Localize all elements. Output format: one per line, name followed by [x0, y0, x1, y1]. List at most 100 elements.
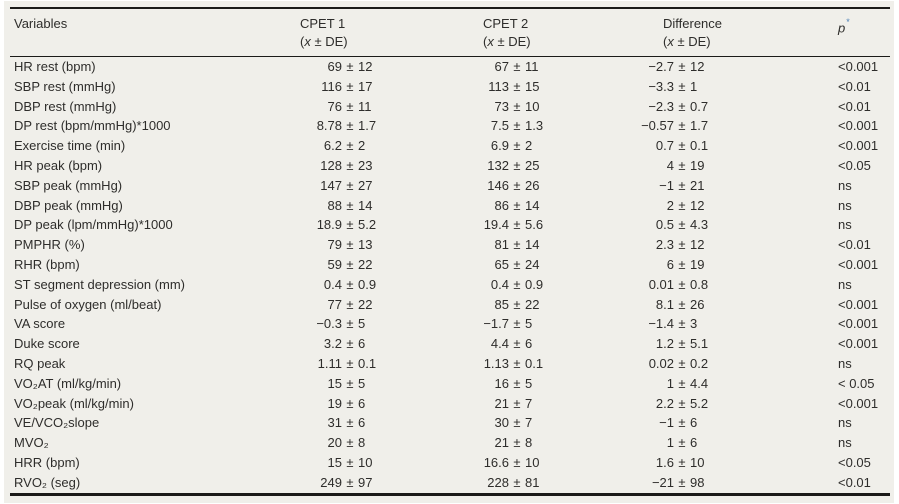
plus-minus-sign: ±: [346, 138, 354, 154]
mean-value: 6.9: [490, 138, 509, 154]
cpet1-value-cell: 15 ±5: [300, 374, 483, 394]
value-pair: 2 ±12: [639, 196, 838, 216]
table-row: RQ peak 1.11 ±0.1 1.13 ±0.1 0.02 ±0.2 ns: [10, 354, 890, 374]
p-value-cell: <0.001: [838, 118, 879, 134]
mean-value: 146: [487, 177, 509, 193]
sd-value: 23: [358, 157, 373, 173]
variable-cell: VO₂AT (ml/kg/min): [14, 375, 122, 391]
plus-minus-sign: ±: [678, 276, 686, 292]
mean-value: 16.6: [483, 454, 509, 470]
value-pair: 0.7 ±0.1: [639, 136, 838, 156]
value-pair: 0.01 ±0.8: [639, 275, 838, 295]
cpet2-value-cell: 146 ±26: [483, 176, 639, 196]
sd-value: 24: [525, 256, 540, 272]
sd-value: 19: [690, 256, 705, 272]
value-pair: 1.2 ±5.1: [639, 334, 838, 354]
mean-value: 88: [327, 197, 342, 213]
plus-minus-sign: ±: [678, 355, 686, 371]
mean-value: 0.7: [655, 138, 674, 154]
value-pair: 30 ±7: [483, 413, 639, 433]
sd-value: 12: [690, 237, 705, 253]
variable-cell: PMPHR (%): [14, 237, 85, 253]
p-value-cell: <0.001: [838, 296, 879, 312]
plus-minus-sign: ±: [678, 177, 686, 193]
difference-value-cell: 1.6 ±10: [639, 453, 838, 473]
plus-minus-sign: ±: [678, 98, 686, 114]
mean-value: 30: [494, 415, 509, 431]
cpet1-value-cell: 88 ±14: [300, 196, 483, 216]
plus-minus-sign: ±: [513, 375, 521, 391]
mean-value: 21: [494, 395, 509, 411]
mean-value: 85: [494, 296, 509, 312]
header-cpet2-label: CPET 2: [483, 16, 529, 31]
mean-value: 2: [666, 197, 674, 213]
difference-value-cell: 4 ±19: [639, 156, 838, 176]
sd-value: 5.2: [690, 395, 709, 411]
sd-value: 13: [358, 237, 373, 253]
mean-value: 0.5: [655, 217, 674, 233]
table-row: DP peak (lpm/mmHg)*1000 18.9 ±5.2 19.4 ±5.6 0…: [10, 215, 890, 235]
plus-minus-sign: ±: [346, 296, 354, 312]
table-body: HR rest (bpm) 69 ±12 67 ±11 −2.7 ±12 <0.001 SBP …: [10, 57, 890, 495]
variable-cell: VA score: [14, 316, 66, 332]
plus-minus-sign: ±: [513, 118, 521, 134]
sd-value: 1: [690, 78, 698, 94]
mean-value: 6.2: [323, 138, 342, 154]
sd-value: 5.1: [690, 336, 709, 352]
difference-value-cell: 0.01 ±0.8: [639, 275, 838, 295]
mean-value: 228: [487, 474, 509, 490]
cpet1-value-cell: 19 ±6: [300, 394, 483, 414]
difference-value-cell: 0.7 ±0.1: [639, 136, 838, 156]
sd-value: 11: [525, 59, 539, 74]
mean-value: 76: [327, 98, 342, 114]
variable-cell: Pulse of oxygen (ml/beat): [14, 296, 162, 312]
sd-value: 27: [358, 177, 373, 193]
sd-value: 1.7: [690, 118, 709, 134]
cpet1-value-cell: 18.9 ±5.2: [300, 215, 483, 235]
cpet2-value-cell: 19.4 ±5.6: [483, 215, 639, 235]
sd-value: 97: [358, 474, 373, 490]
value-pair: −0.57 ±1.7: [639, 116, 838, 136]
value-pair: 0.4 ±0.9: [483, 275, 639, 295]
mean-value: 31: [327, 415, 342, 431]
mean-value: 21: [494, 435, 509, 451]
plus-minus-sign: ±: [346, 415, 354, 431]
cpet1-value-cell: −0.3 ±5: [300, 314, 483, 334]
value-pair: 1 ±6: [639, 433, 838, 453]
cpet1-value-cell: 59 ±22: [300, 255, 483, 275]
header-cpet2: CPET 2 (x ± DE): [483, 8, 639, 57]
plus-minus-sign: ±: [678, 435, 686, 451]
plus-minus-sign: ±: [513, 454, 521, 470]
difference-value-cell: 2.2 ±5.2: [639, 394, 838, 414]
value-pair: −2.3 ±0.7: [639, 97, 838, 117]
value-pair: −1 ±21: [639, 176, 838, 196]
plus-minus-sign: ±: [513, 415, 521, 431]
value-pair: 86 ±14: [483, 196, 639, 216]
mean-value: 67: [494, 59, 509, 74]
mean-value: 0.02: [648, 355, 674, 371]
value-pair: 67 ±11: [483, 57, 639, 77]
header-cpet1-label: CPET 1: [300, 16, 346, 31]
value-pair: 16.6 ±10: [483, 453, 639, 473]
table-panel: Variables CPET 1 (x ± DE) CPET 2 (x ± DE…: [4, 1, 894, 503]
footnote-asterisk-link[interactable]: *: [846, 17, 850, 27]
table-row: HR rest (bpm) 69 ±12 67 ±11 −2.7 ±12 <0.001: [10, 57, 890, 77]
value-pair: −3.3 ±1: [639, 77, 838, 97]
p-value-cell: ns: [838, 177, 852, 193]
sd-value: 15: [525, 78, 540, 94]
difference-value-cell: 1 ±4.4: [639, 374, 838, 394]
value-pair: 4 ±19: [639, 156, 838, 176]
sd-value: 19: [690, 157, 705, 173]
plus-minus-sign: ±: [346, 355, 354, 371]
mean-value: 15: [327, 375, 342, 391]
header-variables-label: Variables: [14, 16, 68, 31]
sd-value: 25: [525, 157, 540, 173]
mean-value: 1.13: [483, 355, 509, 371]
cpet2-value-cell: 16.6 ±10: [483, 453, 639, 473]
sd-value: 8: [358, 435, 366, 451]
plus-minus-sign: ±: [513, 177, 521, 193]
mean-symbol: x: [667, 34, 674, 49]
mean-value: −2.7: [648, 59, 674, 74]
value-pair: 249 ±97: [300, 473, 483, 493]
difference-value-cell: −0.57 ±1.7: [639, 116, 838, 136]
